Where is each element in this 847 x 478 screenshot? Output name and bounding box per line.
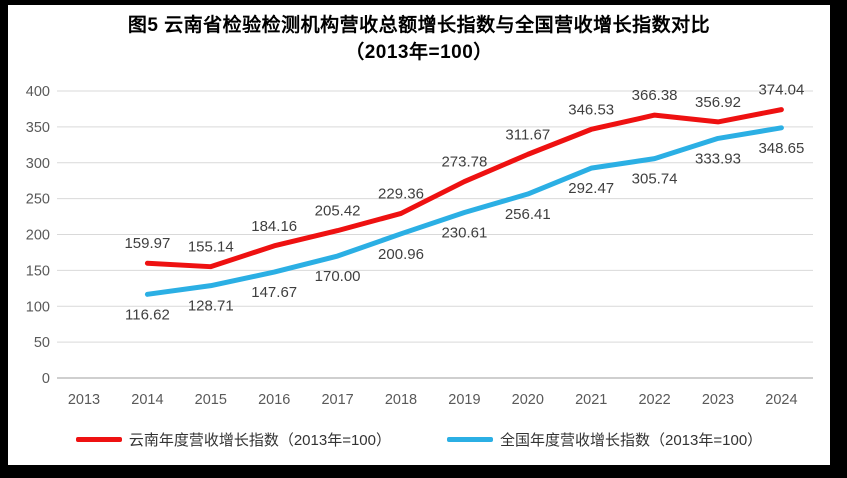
svg-text:184.16: 184.16 <box>251 218 297 235</box>
svg-text:159.97: 159.97 <box>124 235 170 252</box>
chart-title-line2: （2013年=100） <box>345 42 493 63</box>
svg-text:346.53: 346.53 <box>568 101 614 118</box>
svg-text:230.61: 230.61 <box>441 225 487 242</box>
chart-legend: 云南年度营收增长指数（2013年=100） 全国年度营收增长指数（2013年=10… <box>8 429 830 450</box>
svg-text:2014: 2014 <box>131 392 163 408</box>
svg-text:2020: 2020 <box>512 392 544 408</box>
svg-text:2019: 2019 <box>448 392 480 408</box>
svg-text:256.41: 256.41 <box>505 206 551 223</box>
svg-text:147.67: 147.67 <box>251 284 297 301</box>
svg-text:2023: 2023 <box>702 392 734 408</box>
chart-title-line1: 图5 云南省检验检测机构营收总额增长指数与全国营收增长指数对比 <box>127 15 711 36</box>
svg-text:350: 350 <box>26 120 50 136</box>
svg-text:366.38: 366.38 <box>632 87 678 104</box>
svg-text:333.93: 333.93 <box>695 150 741 167</box>
svg-text:150: 150 <box>26 263 50 279</box>
legend-line-swatch <box>447 437 493 442</box>
svg-text:116.62: 116.62 <box>125 306 170 323</box>
svg-text:2022: 2022 <box>638 392 670 408</box>
svg-text:374.04: 374.04 <box>758 82 804 99</box>
svg-text:50: 50 <box>34 335 50 351</box>
svg-text:2015: 2015 <box>195 392 227 408</box>
chart-title: 图5 云南省检验检测机构营收总额增长指数与全国营收增长指数对比 （2013年=1… <box>8 12 830 66</box>
svg-text:292.47: 292.47 <box>568 180 614 197</box>
svg-text:155.14: 155.14 <box>188 239 234 256</box>
svg-text:400: 400 <box>26 84 50 100</box>
svg-text:250: 250 <box>26 192 50 208</box>
svg-text:2018: 2018 <box>385 392 417 408</box>
legend-item: 全国年度营收增长指数（2013年=100） <box>447 429 762 450</box>
svg-text:205.42: 205.42 <box>315 203 361 220</box>
svg-text:170.00: 170.00 <box>315 268 361 285</box>
svg-text:100: 100 <box>26 299 50 315</box>
svg-text:2016: 2016 <box>258 392 290 408</box>
svg-text:300: 300 <box>26 156 50 172</box>
svg-text:305.74: 305.74 <box>632 171 678 188</box>
legend-line-swatch <box>75 437 122 442</box>
line-chart: 0 50 100 150 200 250 300 350 400 2013 2014 2015 2016… <box>26 82 813 408</box>
svg-text:2021: 2021 <box>575 392 607 408</box>
legend-label: 全国年度营收增长指数（2013年=100） <box>500 432 763 449</box>
legend-label: 云南年度营收增长指数（2013年=100） <box>128 432 391 449</box>
legend-item: 云南年度营收增长指数（2013年=100） <box>75 429 391 450</box>
svg-text:356.92: 356.92 <box>695 94 741 111</box>
svg-text:128.71: 128.71 <box>188 298 234 315</box>
svg-text:2017: 2017 <box>321 392 353 408</box>
svg-text:2024: 2024 <box>765 392 797 408</box>
svg-text:2013: 2013 <box>68 392 100 408</box>
svg-text:348.65: 348.65 <box>758 140 804 157</box>
svg-text:229.36: 229.36 <box>378 185 424 202</box>
svg-text:200: 200 <box>26 228 50 244</box>
svg-text:0: 0 <box>42 371 50 387</box>
svg-text:200.96: 200.96 <box>378 246 424 263</box>
chart-canvas: 图5 云南省检验检测机构营收总额增长指数与全国营收增长指数对比 （2013年=1… <box>8 5 830 465</box>
svg-text:273.78: 273.78 <box>441 154 487 171</box>
svg-text:311.67: 311.67 <box>505 126 550 143</box>
